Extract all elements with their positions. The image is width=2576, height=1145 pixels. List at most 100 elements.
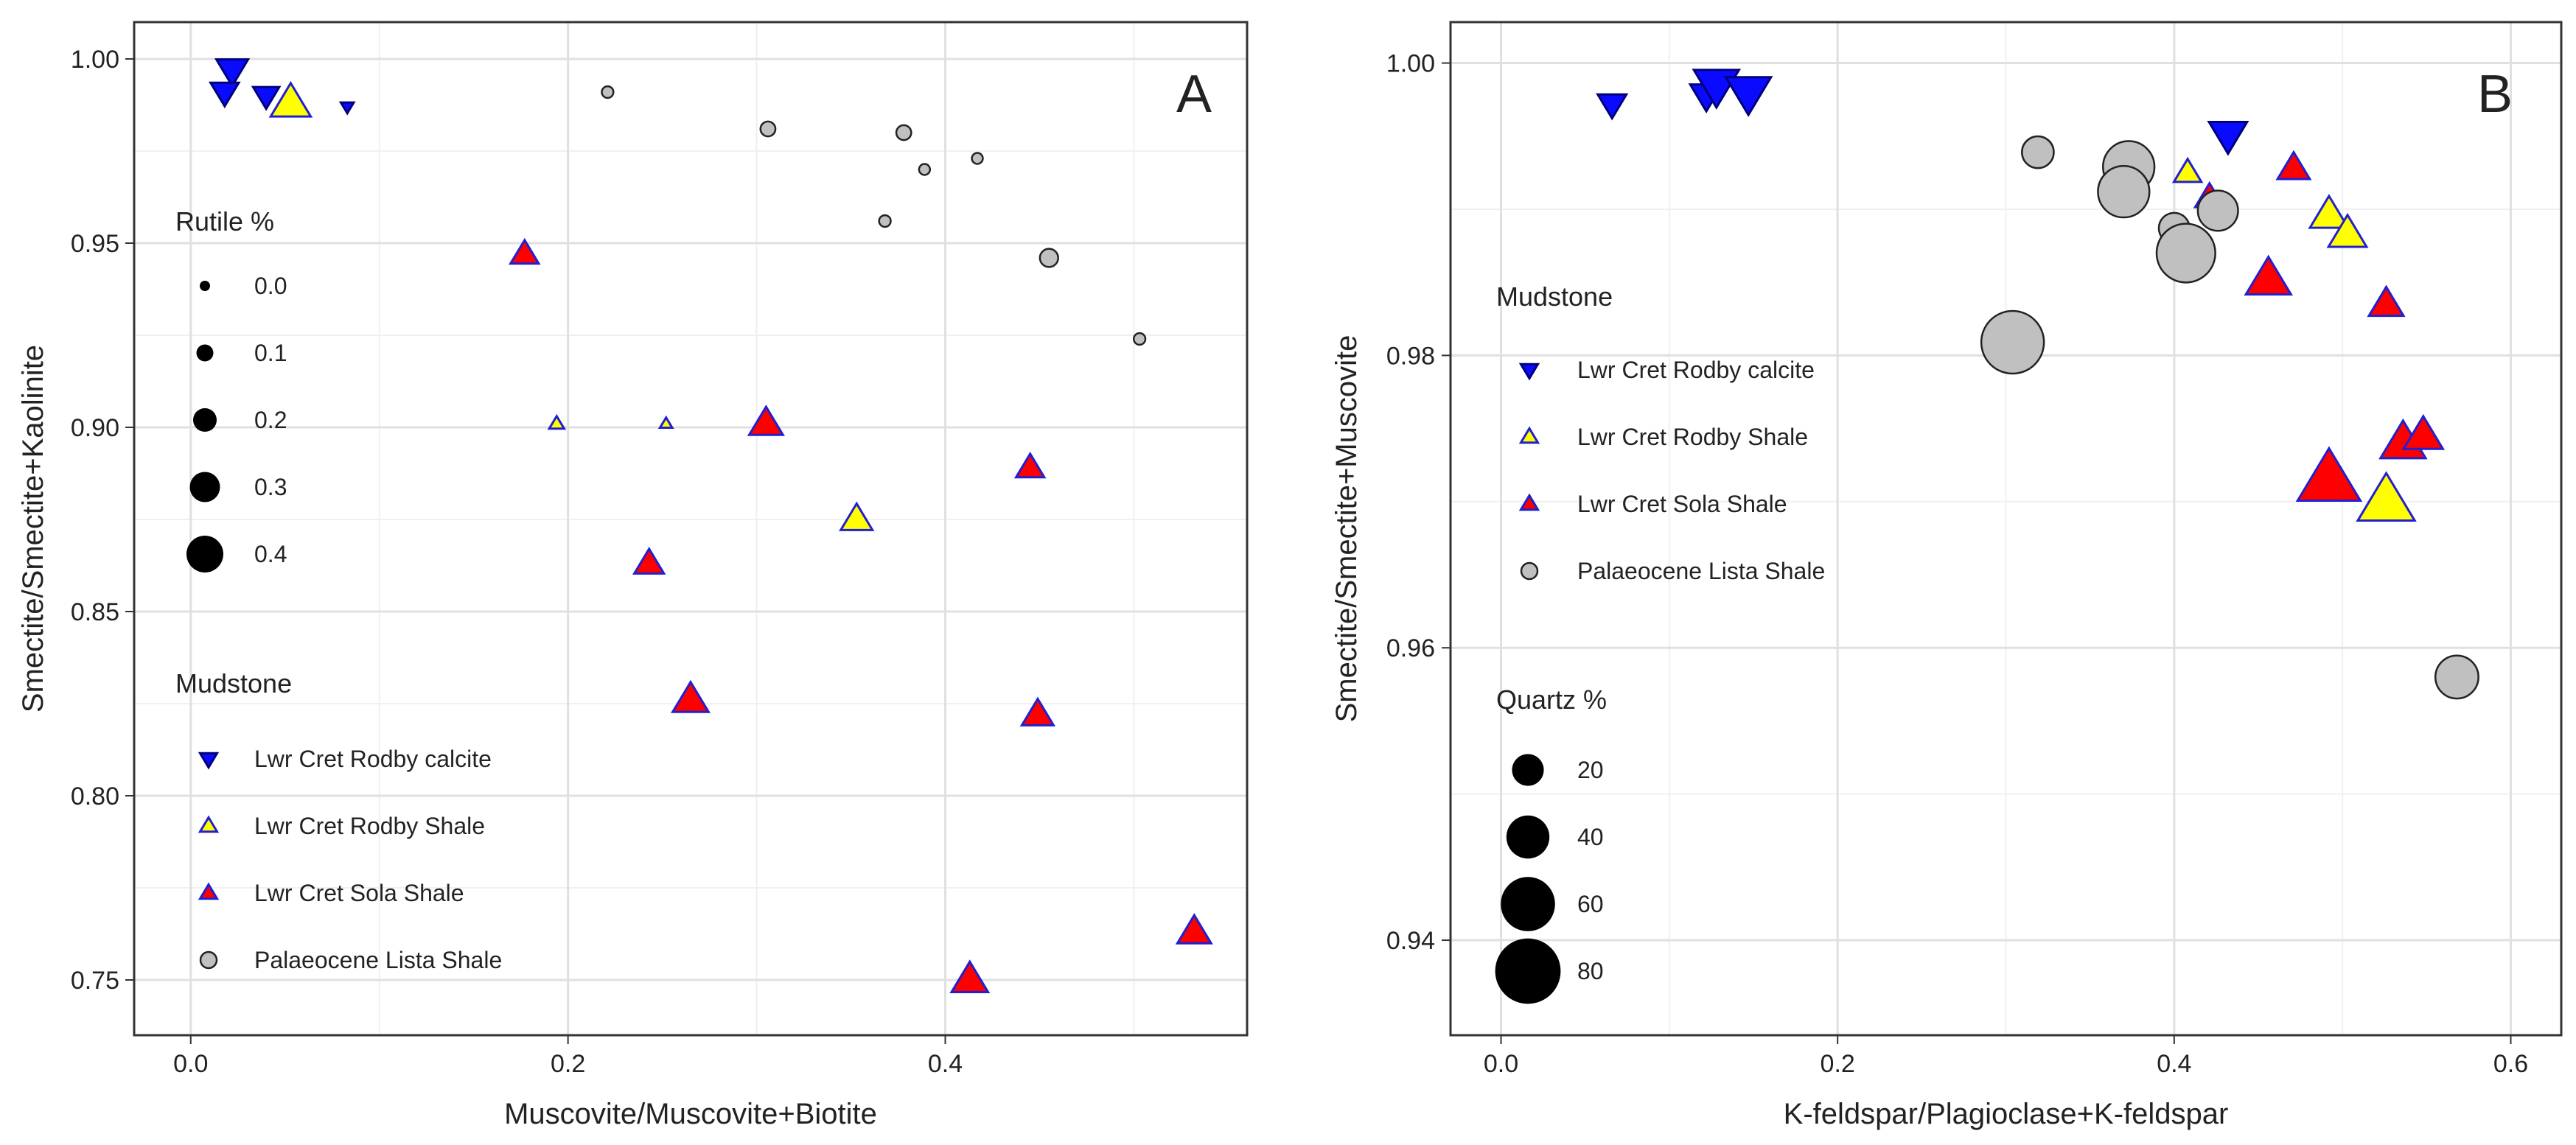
group-legend-label: Lwr Cret Rodby calcite [254, 746, 492, 772]
y-tick-label: 0.96 [1386, 634, 1435, 662]
panel-label: B [2477, 65, 2513, 124]
y-tick-label: 0.90 [71, 414, 119, 442]
data-point-sola-shale [632, 546, 666, 575]
size-legend-symbol [1512, 754, 1544, 786]
group-legend-label: Lwr Cret Sola Shale [254, 880, 464, 906]
data-point-rodby-calcite [338, 101, 356, 116]
plot-background [134, 22, 1247, 1035]
data-point-lista-shale [895, 124, 912, 141]
x-tick-label: 0.4 [2157, 1050, 2191, 1078]
data-point-rodby-calcite [1596, 93, 1629, 121]
size-legend-symbol [189, 472, 220, 503]
group-legend-label: Lwr Cret Sola Shale [1577, 491, 1787, 517]
data-point-lista-shale [918, 163, 932, 176]
data-point-sola-shale [670, 679, 711, 713]
data-point-sola-shale [2275, 150, 2312, 181]
y-tick-label: 0.98 [1386, 342, 1435, 370]
size-legend-label: 40 [1577, 824, 1604, 850]
size-legend-symbol [1495, 938, 1561, 1004]
data-point-lista-shale [2196, 189, 2239, 232]
x-tick-label: 0.4 [928, 1050, 963, 1078]
x-tick-label: 0.0 [1484, 1050, 1518, 1078]
data-point-lista-shale [2155, 223, 2216, 284]
data-point-sola-shale [2367, 284, 2406, 318]
group-legend-symbol [198, 815, 220, 833]
x-tick-label: 0.2 [551, 1050, 585, 1078]
data-point-rodby-shale [547, 413, 567, 430]
data-point-sola-shale [2244, 254, 2294, 296]
group-legend-symbol [1518, 426, 1540, 444]
y-tick-label: 1.00 [1386, 50, 1435, 78]
data-point-lista-shale [601, 85, 615, 99]
y-tick-label: 1.00 [71, 46, 119, 74]
size-legend-label: 20 [1577, 757, 1604, 783]
group-legend-symbol [198, 752, 220, 770]
data-point-rodby-shale [2308, 194, 2350, 229]
data-point-lista-shale [2021, 135, 2055, 169]
data-point-rodby-shale [2171, 156, 2204, 183]
size-legend-label: 80 [1577, 958, 1604, 984]
y-axis-title: Smectite/Smectite+Muscovite [1330, 335, 1363, 723]
group-legend-label: Palaeocene Lista Shale [254, 947, 502, 973]
data-point-rodby-shale [268, 80, 313, 118]
data-point-sola-shale [1013, 451, 1047, 479]
y-tick-label: 0.95 [71, 230, 119, 258]
group-legend-label: Palaeocene Lista Shale [1577, 558, 1825, 584]
data-point-rodby-calcite [2207, 121, 2249, 156]
data-point-lista-shale [2434, 654, 2479, 700]
group-legend-symbol [1518, 363, 1540, 381]
group-legend-symbol [199, 950, 218, 970]
data-point-sola-shale [2295, 446, 2363, 502]
data-point-sola-shale [1019, 696, 1056, 726]
size-legend-symbol [196, 344, 214, 362]
data-point-lista-shale [1980, 309, 2045, 375]
data-point-sola-shale [2401, 413, 2446, 450]
data-point-rodby-shale [657, 415, 674, 430]
data-point-rodby-shale [2326, 212, 2369, 248]
size-legend-title: Rutile % [175, 206, 274, 237]
size-legend-symbol [200, 281, 210, 291]
group-legend-symbol [1520, 561, 1539, 581]
size-legend-label: 0.4 [254, 541, 287, 567]
data-point-sola-shale [508, 237, 541, 265]
plot-frame [133, 21, 1249, 1037]
data-point-sola-shale [747, 405, 785, 436]
group-legend-label: Lwr Cret Rodby Shale [1577, 424, 1808, 450]
size-legend-label: 0.0 [254, 273, 287, 299]
data-point-lista-shale [878, 214, 892, 228]
x-tick-label: 0.6 [2493, 1050, 2528, 1078]
data-point-lista-shale [759, 120, 777, 138]
group-legend-symbol [198, 882, 220, 900]
size-legend-label: 0.3 [254, 474, 287, 500]
size-legend-title: Quartz % [1496, 684, 1607, 715]
data-point-rodby-calcite [209, 81, 241, 109]
data-point-rodby-shale [839, 501, 875, 531]
plot-frame [1449, 21, 2563, 1037]
data-point-rodby-calcite [214, 58, 251, 88]
y-tick-label: 0.85 [71, 598, 119, 626]
y-tick-label: 0.80 [71, 782, 119, 810]
x-tick-label: 0.2 [1821, 1050, 1855, 1078]
data-point-lista-shale [1132, 332, 1147, 346]
y-tick-label: 0.94 [1386, 927, 1435, 955]
data-point-lista-shale [2097, 165, 2151, 219]
x-axis-title: Muscovite/Muscovite+Biotite [504, 1098, 877, 1130]
size-legend-symbol [193, 408, 217, 432]
group-legend-title: Mudstone [1496, 281, 1613, 312]
panel-a: 0.0 0.2 0.4 0.75 0.80 0.85 0.90 0.95 1.00 Muscovi… [17, 21, 1249, 1130]
x-axis-title: K-feldspar/Plagioclase+K-feldspar [1784, 1098, 2229, 1130]
y-tick-label: 0.75 [71, 967, 119, 995]
panel-label: A [1176, 65, 1212, 124]
size-legend-label: 0.1 [254, 340, 287, 366]
panel-b: 0.0 0.2 0.4 0.6 0.94 0.96 0.98 1.00 K-feldspar/P… [1330, 21, 2563, 1130]
size-legend-symbol [186, 536, 223, 572]
data-point-sola-shale [949, 959, 991, 994]
data-point-rodby-shale [2356, 471, 2417, 522]
size-legend-symbol [1506, 815, 1550, 859]
data-point-rodby-calcite [251, 85, 282, 111]
data-point-lista-shale [971, 152, 984, 165]
size-legend-label: 60 [1577, 891, 1604, 917]
group-legend-title: Mudstone [175, 668, 292, 698]
data-point-sola-shale [1175, 913, 1213, 945]
